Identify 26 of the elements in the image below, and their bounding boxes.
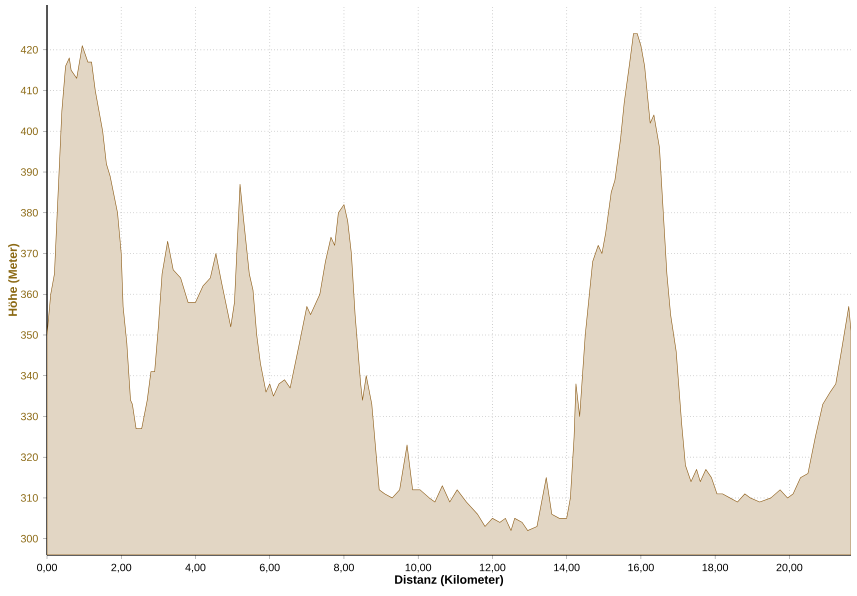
y-tick-label: 350 xyxy=(20,331,38,339)
y-tick-label: 380 xyxy=(20,208,38,217)
y-tick-label: 310 xyxy=(20,494,38,502)
x-axis-title: Distanz (Kilometer) xyxy=(395,574,504,586)
y-tick-label: 330 xyxy=(20,412,38,420)
y-tick-label: 370 xyxy=(20,250,38,258)
x-tick-label: 10,00 xyxy=(406,564,432,572)
y-tick-label: 390 xyxy=(20,168,38,176)
x-tick-label: 6,00 xyxy=(260,564,280,572)
y-tick-label: 300 xyxy=(20,534,38,542)
y-tick-label: 320 xyxy=(20,453,38,461)
x-tick-label: 14,00 xyxy=(554,564,580,572)
x-tick-label: 20,00 xyxy=(776,564,802,572)
y-tick-label: 360 xyxy=(20,290,38,298)
x-tick-label: 12,00 xyxy=(480,564,506,572)
y-tick-label: 340 xyxy=(20,372,38,380)
y-axis-title: Höhe (Meter) xyxy=(8,244,20,316)
x-tick-label: 16,00 xyxy=(628,564,654,572)
y-tick-label: 400 xyxy=(20,128,38,136)
x-tick-label: 4,00 xyxy=(185,564,206,572)
x-tick-label: 8,00 xyxy=(334,564,354,572)
x-tick-label: 0,00 xyxy=(37,564,57,572)
x-tick-label: 2,00 xyxy=(111,564,132,572)
y-tick-label: 410 xyxy=(20,86,38,94)
x-tick-label: 18,00 xyxy=(702,564,728,572)
y-tick-label: 420 xyxy=(20,46,38,54)
